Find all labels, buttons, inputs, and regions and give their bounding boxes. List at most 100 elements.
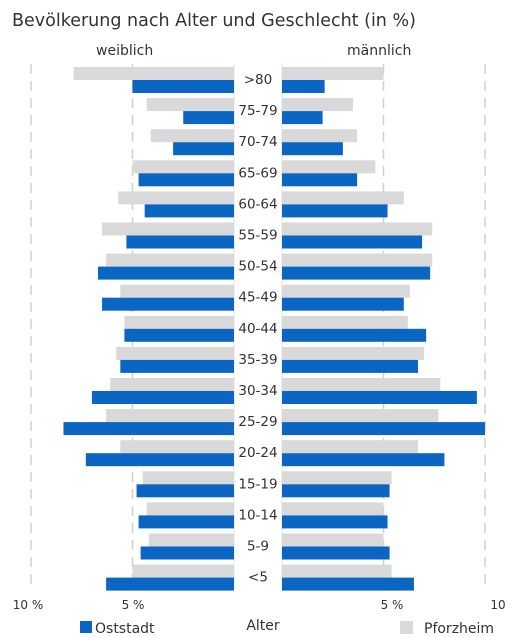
bar-oststadt-female-60-64 — [144, 204, 234, 218]
bar-pforzheim-male-5-9 — [282, 533, 384, 547]
bar-pforzheim-female-25-29 — [106, 409, 234, 423]
bar-pforzheim-male-over-80 — [282, 67, 384, 80]
bar-oststadt-male-over-80 — [282, 80, 325, 93]
bar-pforzheim-female-65-69 — [132, 160, 234, 174]
age-label-under-5: <5 — [248, 570, 268, 586]
x-axis-ticks: 10 % 5 % 5 % 10 — [13, 598, 506, 612]
bar-oststadt-female-45-49 — [102, 297, 234, 311]
age-label-65-69: 65-69 — [238, 165, 277, 181]
bar-pforzheim-female-5-9 — [148, 533, 234, 547]
bar-pforzheim-female-60-64 — [118, 191, 234, 205]
bar-pforzheim-female-45-49 — [120, 284, 234, 298]
bar-oststadt-male-30-34 — [282, 391, 477, 404]
bar-pforzheim-male-65-69 — [282, 160, 376, 174]
bar-oststadt-female-50-54 — [97, 266, 235, 280]
tick-right-5: 5 % — [381, 598, 404, 612]
bar-pforzheim-female-15-19 — [142, 471, 234, 485]
bar-oststadt-female-25-29 — [63, 422, 235, 436]
bar-pforzheim-male-10-14 — [282, 502, 384, 516]
bar-oststadt-female-75-79 — [183, 111, 234, 125]
bar-oststadt-male-55-59 — [282, 235, 423, 249]
tick-left-5: 5 % — [122, 598, 145, 612]
bar-oststadt-male-75-79 — [282, 111, 323, 125]
bar-pforzheim-male-50-54 — [282, 253, 433, 267]
bar-oststadt-female-65-69 — [138, 173, 234, 187]
legend-swatch-oststadt — [80, 621, 92, 633]
bar-oststadt-female-70-74 — [173, 142, 234, 156]
bar-oststadt-male-5-9 — [282, 546, 390, 560]
bar-pforzheim-female-10-14 — [146, 502, 234, 516]
bar-oststadt-female-30-34 — [91, 391, 235, 404]
age-label-10-14: 10-14 — [238, 507, 277, 523]
age-group-labels: >80 75-79 70-74 65-69 60-64 55-59 50-54 45-49 40… — [238, 72, 277, 586]
bar-oststadt-female-20-24 — [85, 453, 234, 467]
legend-label-oststadt: Oststadt — [95, 621, 155, 637]
bar-oststadt-female-55-59 — [126, 235, 234, 249]
bar-pforzheim-male-60-64 — [282, 191, 404, 205]
age-label-55-59: 55-59 — [238, 228, 277, 244]
bar-oststadt-female-under-5 — [106, 577, 234, 591]
bar-oststadt-male-15-19 — [282, 484, 390, 498]
age-label-30-34: 30-34 — [238, 383, 277, 399]
bar-oststadt-male-65-69 — [282, 173, 358, 187]
tick-right-10: 10 — [490, 598, 505, 612]
bar-pforzheim-female-40-44 — [124, 315, 234, 329]
bar-oststadt-male-20-24 — [282, 453, 445, 467]
age-label-35-39: 35-39 — [238, 352, 277, 368]
bar-pforzheim-male-40-44 — [282, 315, 408, 329]
age-label-25-29: 25-29 — [238, 414, 277, 430]
age-label-over-80: >80 — [244, 72, 273, 88]
age-label-50-54: 50-54 — [238, 259, 277, 275]
bar-oststadt-male-70-74 — [282, 142, 343, 156]
legend: Oststadt Pforzheim — [80, 621, 494, 637]
age-label-20-24: 20-24 — [238, 445, 277, 461]
bar-pforzheim-male-70-74 — [282, 129, 358, 143]
bar-pforzheim-female-35-39 — [116, 346, 234, 360]
bar-pforzheim-male-75-79 — [282, 98, 354, 112]
age-label-75-79: 75-79 — [238, 103, 277, 119]
bar-pforzheim-female-over-80 — [73, 67, 234, 80]
age-label-45-49: 45-49 — [238, 290, 277, 306]
chart-title: Bevölkerung nach Alter und Geschlecht (i… — [12, 11, 416, 31]
bar-pforzheim-female-20-24 — [120, 440, 234, 454]
bar-pforzheim-female-75-79 — [146, 98, 234, 112]
age-label-60-64: 60-64 — [238, 196, 277, 212]
bar-pforzheim-female-30-34 — [110, 378, 234, 391]
tick-left-10: 10 % — [13, 598, 44, 612]
bar-oststadt-female-10-14 — [138, 515, 234, 529]
bar-pforzheim-female-under-5 — [132, 564, 234, 578]
pforzheim-bars — [73, 67, 441, 578]
age-label-40-44: 40-44 — [238, 321, 277, 337]
legend-label-pforzheim: Pforzheim — [424, 621, 494, 637]
bar-pforzheim-male-55-59 — [282, 222, 433, 236]
bar-pforzheim-male-under-5 — [282, 564, 392, 578]
bar-oststadt-male-45-49 — [282, 297, 404, 311]
bar-oststadt-male-25-29 — [282, 422, 485, 436]
bar-oststadt-female-over-80 — [132, 80, 234, 93]
age-label-5-9: 5-9 — [247, 539, 269, 555]
bar-pforzheim-female-50-54 — [106, 253, 234, 267]
oststadt-bars — [63, 80, 485, 591]
bar-pforzheim-male-30-34 — [282, 378, 441, 391]
age-label-70-74: 70-74 — [238, 134, 277, 150]
bar-pforzheim-male-15-19 — [282, 471, 392, 485]
bar-oststadt-male-50-54 — [282, 266, 431, 280]
bar-oststadt-male-60-64 — [282, 204, 388, 218]
bar-oststadt-female-40-44 — [124, 328, 234, 342]
bar-pforzheim-male-25-29 — [282, 409, 439, 423]
legend-swatch-pforzheim — [400, 621, 413, 634]
age-label-15-19: 15-19 — [238, 476, 277, 492]
male-side-label: männlich — [347, 43, 411, 59]
bar-pforzheim-male-20-24 — [282, 440, 419, 454]
age-axis-label: Alter — [246, 618, 280, 634]
bar-oststadt-male-35-39 — [282, 359, 419, 373]
bar-oststadt-female-15-19 — [136, 484, 234, 498]
female-side-label: weiblich — [96, 43, 153, 59]
bar-pforzheim-male-45-49 — [282, 284, 410, 298]
bar-oststadt-male-under-5 — [282, 577, 414, 591]
bar-pforzheim-female-55-59 — [102, 222, 234, 236]
bar-oststadt-female-5-9 — [140, 546, 234, 560]
bar-oststadt-female-35-39 — [120, 359, 234, 373]
bar-pforzheim-male-35-39 — [282, 346, 425, 360]
